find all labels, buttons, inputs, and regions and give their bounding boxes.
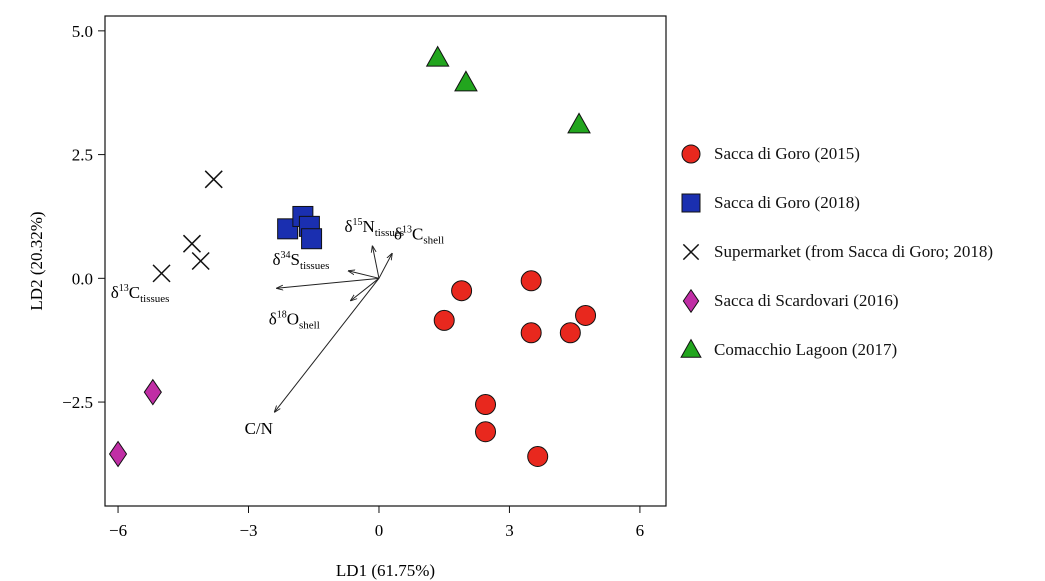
legend-symbol-shape bbox=[681, 144, 701, 164]
x-tick-label: 0 bbox=[375, 521, 384, 540]
x-tick-label: −3 bbox=[239, 521, 257, 540]
x-axis-label: LD1 (61.75%) bbox=[336, 561, 435, 580]
vector-label-subscript: shell bbox=[423, 235, 444, 247]
x-marker-stroke bbox=[182, 234, 202, 253]
data-point bbox=[204, 170, 223, 189]
vector-label-element: S bbox=[291, 250, 300, 269]
loading-vector-label: δ15Ntissues bbox=[344, 217, 404, 239]
legend-item-sacca-di-scardovari: Sacca di Scardovari (2016) bbox=[676, 276, 993, 325]
loading-vector-label: δ13Cshell bbox=[394, 225, 444, 247]
x-tick-label: 6 bbox=[636, 521, 645, 540]
x-tick-label: −6 bbox=[109, 521, 127, 540]
legend-item-sacca-di-goro-2015: Sacca di Goro (2015) bbox=[676, 130, 993, 179]
data-point bbox=[143, 378, 162, 406]
data-point bbox=[520, 322, 542, 344]
loading-vector-label: C/N bbox=[245, 419, 273, 438]
vector-label-delta: δ bbox=[273, 250, 281, 269]
x-tick-label: 3 bbox=[505, 521, 514, 540]
vector-label-delta: δ bbox=[269, 310, 277, 329]
series-sacca-di-goro-2015 bbox=[433, 270, 597, 468]
legend-marker-x bbox=[682, 243, 700, 261]
data-point bbox=[567, 112, 591, 134]
x-marker-stroke bbox=[152, 264, 171, 283]
loading-vector bbox=[378, 254, 392, 279]
data-point bbox=[520, 270, 542, 292]
vector-label-element: C bbox=[412, 225, 423, 244]
vector-label-element: O bbox=[287, 310, 299, 329]
data-point bbox=[475, 421, 497, 443]
loading-vector bbox=[275, 278, 380, 412]
y-tick-label: 2.5 bbox=[72, 146, 93, 165]
legend-label: Sacca di Goro (2018) bbox=[714, 193, 860, 213]
legend-marker-diamond bbox=[682, 288, 700, 313]
y-axis-label: LD2 (20.32%) bbox=[27, 211, 46, 310]
vector-label-subscript: tissues bbox=[375, 227, 404, 239]
legend-label: Comacchio Lagoon (2017) bbox=[714, 339, 898, 359]
vector-label-superscript: 13 bbox=[119, 283, 129, 294]
legend-symbol-shape bbox=[680, 338, 702, 358]
legend-symbol-shape bbox=[682, 288, 700, 313]
data-point bbox=[527, 446, 549, 468]
y-tick-label: 5.0 bbox=[72, 22, 93, 41]
series-sacca-di-goro-2018 bbox=[277, 205, 323, 250]
legend-marker-circle bbox=[681, 144, 701, 164]
loading-vector bbox=[372, 246, 380, 279]
data-point bbox=[433, 309, 455, 331]
y-tick-label: 0.0 bbox=[72, 269, 93, 288]
vector-label-delta: δ bbox=[111, 283, 119, 302]
vector-label-delta: δ bbox=[344, 217, 352, 236]
vector-label-delta: δ bbox=[394, 225, 402, 244]
vector-label-subscript: shell bbox=[299, 320, 320, 332]
legend: Sacca di Goro (2015) Sacca di Goro (2018… bbox=[676, 130, 993, 374]
data-point bbox=[454, 70, 478, 92]
series-comacchio-lagoon bbox=[425, 45, 591, 134]
data-point bbox=[301, 228, 323, 250]
series-sacca-di-scardovari bbox=[108, 378, 162, 468]
loading-vector bbox=[277, 277, 380, 288]
legend-symbol-shape bbox=[681, 193, 701, 213]
loading-vector bbox=[351, 277, 380, 300]
loading-vector bbox=[349, 271, 380, 279]
legend-marker-triangle bbox=[680, 338, 702, 358]
series-supermarket bbox=[152, 170, 223, 283]
vector-label-subscript: tissues bbox=[140, 293, 169, 305]
legend-item-sacca-di-goro-2018: Sacca di Goro (2018) bbox=[676, 179, 993, 228]
data-point bbox=[425, 45, 450, 67]
x-marker-stroke bbox=[191, 251, 210, 271]
loading-vector-label: δ18Oshell bbox=[269, 310, 320, 332]
legend-marker-square bbox=[681, 193, 701, 213]
data-point bbox=[108, 440, 128, 468]
data-point bbox=[475, 394, 497, 416]
vector-label-superscript: 34 bbox=[281, 250, 291, 261]
legend-symbol-shape bbox=[682, 243, 700, 261]
data-point bbox=[152, 264, 171, 283]
legend-item-supermarket: Supermarket (from Sacca di Goro; 2018) bbox=[676, 228, 993, 277]
y-tick-label: −2.5 bbox=[62, 393, 93, 412]
vector-label-superscript: 15 bbox=[352, 217, 362, 228]
data-point bbox=[559, 322, 581, 344]
data-point bbox=[451, 280, 473, 302]
loading-vector-label: δ34Stissues bbox=[273, 250, 330, 272]
x-marker-stroke bbox=[682, 243, 700, 261]
plot-frame bbox=[104, 15, 667, 507]
loading-vector-label: δ13Ctissues bbox=[111, 283, 170, 305]
data-point bbox=[575, 304, 597, 326]
legend-label: Supermarket (from Sacca di Goro; 2018) bbox=[714, 241, 993, 261]
legend-label: Sacca di Goro (2015) bbox=[714, 144, 860, 164]
vector-label-element: C bbox=[129, 283, 140, 302]
legend-item-comacchio-lagoon: Comacchio Lagoon (2017) bbox=[676, 325, 993, 374]
vector-label-element: N bbox=[362, 217, 374, 236]
x-marker-stroke bbox=[204, 170, 223, 189]
legend-label: Sacca di Scardovari (2016) bbox=[714, 290, 899, 310]
data-point bbox=[191, 251, 210, 271]
vector-label-superscript: 18 bbox=[277, 310, 287, 321]
vector-label-subscript: tissues bbox=[300, 260, 329, 272]
data-point bbox=[182, 234, 202, 253]
vector-label-superscript: 13 bbox=[402, 225, 412, 236]
